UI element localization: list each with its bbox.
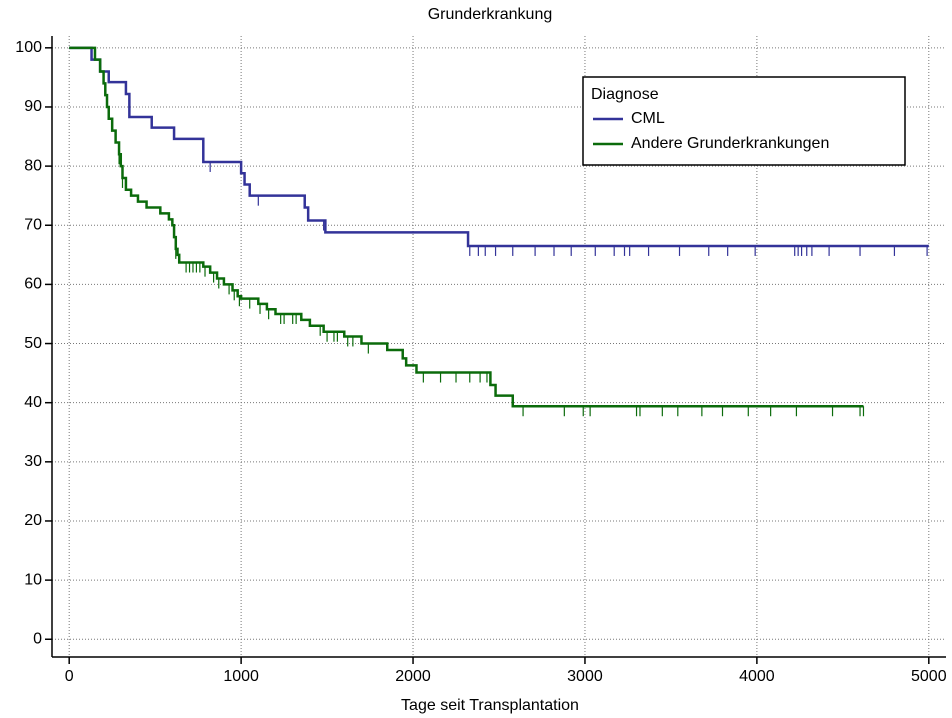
survival-curve [69,46,864,408]
y-tick-label: 40 [24,394,42,411]
y-tick-label: 10 [24,571,42,588]
y-tick-label: 80 [24,157,42,174]
y-tick-label: 20 [24,512,42,529]
legend-label: Andere Grunderkrankungen [631,135,829,152]
y-tick-label: 90 [24,98,42,115]
y-tick-label: 70 [24,216,42,233]
x-tick-label: 3000 [567,668,603,685]
y-tick-label: 60 [24,276,42,293]
x-tick-label: 2000 [395,668,431,685]
y-tick-label: 0 [33,630,42,647]
x-tick-label: 4000 [739,668,775,685]
y-tick-label: 30 [24,453,42,470]
x-tick-label: 1000 [223,668,259,685]
x-axis-label: Tage seit Transplantation [401,697,579,714]
legend-label: CML [631,110,665,127]
x-tick-label: 0 [65,668,74,685]
y-tick-label: 100 [15,39,42,56]
legend-title: Diagnose [591,86,659,103]
y-tick-label: 50 [24,335,42,352]
legend-box [582,76,906,166]
chart-title: Grunderkrankung [428,6,553,23]
x-tick-label: 5000 [911,668,947,685]
survival-curve [69,46,929,248]
